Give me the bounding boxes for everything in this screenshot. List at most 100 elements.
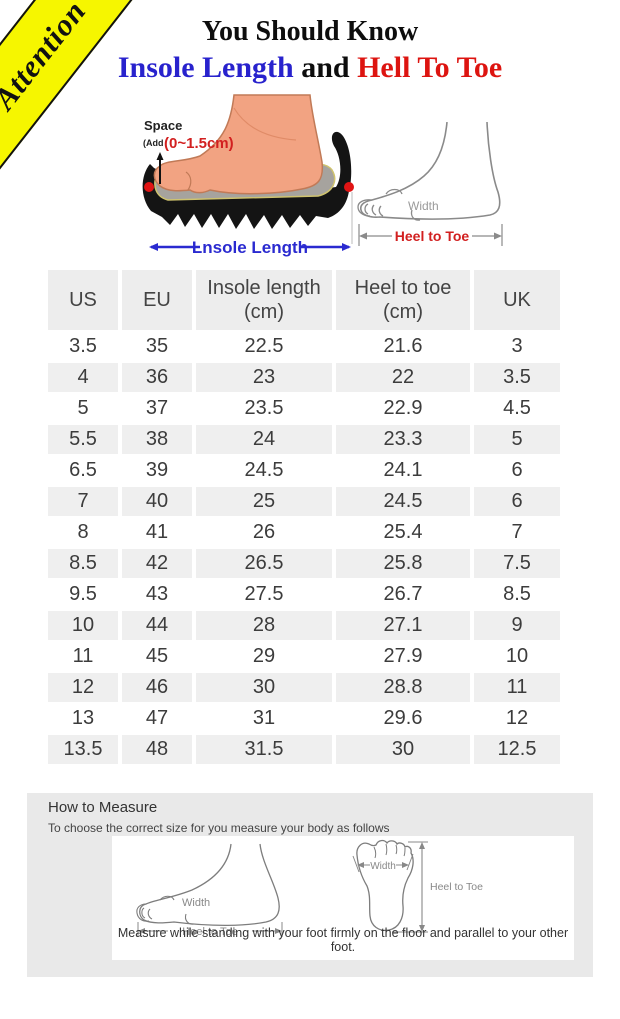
table-cell: 30: [336, 735, 470, 764]
table-cell: 8.5: [48, 549, 118, 578]
table-row: 9.5 43 27.5 26.7 8.5: [48, 580, 560, 609]
table-cell: 7: [511, 521, 523, 543]
table-cell: 23.3: [336, 425, 470, 454]
table-cell: 22: [336, 363, 470, 392]
size-conversion-table: US EU Insole length (cm) Heel to toe (cm) UK…: [44, 268, 564, 766]
foot-ball-line: [410, 209, 421, 221]
table-cell: 38: [122, 425, 192, 454]
table-row: 5 37 23.5 22.9 4.5: [48, 394, 560, 423]
table-row: 4 36 23 22 3.5: [48, 363, 560, 392]
table-cell: 11: [474, 673, 560, 702]
table-cell: 29: [252, 645, 276, 667]
table-cell: 35: [145, 335, 169, 357]
foot-instep-bump: [385, 188, 403, 195]
table-cell: 37: [145, 397, 169, 419]
subtitle-insole-length: Insole Length: [117, 51, 294, 84]
table-cell: 42: [122, 549, 192, 578]
table-cell: 22.5: [244, 335, 284, 357]
column-header: Insole length (cm): [196, 270, 332, 330]
table-cell: 28.8: [336, 673, 470, 702]
table-cell: 10: [48, 611, 118, 640]
subtitle-and: and: [293, 51, 358, 84]
page-title: You Should Know: [201, 16, 419, 47]
table-cell: 45: [145, 645, 169, 667]
table-row: 5.5 38 24 23.3 5: [48, 425, 560, 454]
foot-shape: [153, 94, 324, 195]
table-cell: 5: [474, 425, 560, 454]
measure-side-foot-diagram: Width Heel to Toe: [136, 843, 283, 938]
table-cell: 9: [474, 611, 560, 640]
table-cell: 5: [77, 397, 89, 419]
table-cell: 7: [48, 487, 118, 516]
table-row: 8.5 42 26.5 25.8 7.5: [48, 549, 560, 578]
shoe-insole-diagram: Space (Add (0~1.5cm) Lnsole Length: [142, 94, 354, 257]
table-row: 12 46 30 28.8 11: [48, 673, 560, 702]
side-foot-ball-line: [184, 913, 195, 925]
table-cell: 48: [122, 735, 192, 764]
table-cell: 28: [196, 611, 332, 640]
table-row: 8 41 26 25.4 7: [48, 518, 560, 547]
toe-point-dot: [144, 182, 154, 192]
side-foot-bump: [159, 895, 175, 901]
table-cell: 27.5: [244, 583, 284, 605]
table-cell: 10: [505, 645, 529, 667]
measure-footprint-diagram: Width Heel to Toe: [352, 839, 483, 933]
table-cell: 6: [474, 487, 560, 516]
footprint-outline: [356, 839, 414, 932]
heel-to-toe-label: Heel to Toe: [395, 228, 470, 244]
foot-toes-path: [357, 199, 384, 217]
table-cell: 5.5: [48, 425, 118, 454]
table-row: 13 47 31 29.6 12: [48, 704, 560, 733]
table-cell: 26.5: [196, 549, 332, 578]
table-cell: 24: [196, 425, 332, 454]
table-cell: 3.5: [474, 363, 560, 392]
table-cell: 40: [122, 487, 192, 516]
measure-subtitle: To choose the correct size for you measu…: [48, 821, 390, 835]
column-header: Heel to toe (cm): [336, 270, 470, 330]
table-cell: 46: [122, 673, 192, 702]
table-cell: 47: [145, 707, 169, 729]
subtitle-heel-to-toe: Hell To Toe: [357, 51, 503, 84]
table-cell: 27.1: [336, 611, 470, 640]
footprint-toe-lines: [373, 843, 406, 859]
table-cell: 24.1: [383, 459, 423, 481]
footprint-width-label: Width: [370, 861, 396, 872]
foot-arch-line: [233, 107, 297, 141]
side-heel-label: Heel to Toe: [182, 926, 237, 938]
table-cell: 25.8: [336, 549, 470, 578]
table-cell: 27.9: [383, 645, 423, 667]
space-add-value: (0~1.5cm): [164, 135, 234, 152]
side-foot-toes: [136, 903, 153, 922]
measure-title: How to Measure: [48, 799, 158, 816]
column-header: EU: [122, 270, 192, 330]
table-cell: 36: [122, 363, 192, 392]
side-foot-outline: [139, 843, 280, 927]
table-cell: 39: [145, 459, 169, 481]
foot-toe-line: [185, 171, 192, 191]
insole-length-label: Lnsole Length: [192, 238, 308, 257]
table-cell: 26: [252, 521, 276, 543]
side-width-label: Width: [182, 897, 210, 909]
table-cell: 29.6: [383, 707, 423, 729]
table-cell: 8: [77, 521, 89, 543]
space-add-prefix: (Add: [143, 138, 164, 148]
table-cell: 4: [48, 363, 118, 392]
table-cell: 31.5: [196, 735, 332, 764]
table-cell: 24.5: [336, 487, 470, 516]
table-cell: 13: [71, 707, 95, 729]
table-cell: 44: [122, 611, 192, 640]
table-row: 3.5 35 22.5 21.6 3: [48, 332, 560, 361]
footprint-heel-label: Heel to Toe: [430, 881, 483, 893]
measure-caption: Measure while standing with your foot fi…: [117, 926, 569, 954]
table-cell: 41: [145, 521, 169, 543]
table-cell: 24.5: [244, 459, 284, 481]
foot-outline-path: [359, 122, 501, 220]
foot-outline-diagram: Width Heel to Toe: [357, 122, 503, 246]
table-cell: 12.5: [474, 735, 560, 764]
table-row: 6.5 39 24.5 24.1 6: [48, 456, 560, 485]
table-row: 7 40 25 24.5 6: [48, 487, 560, 516]
table-row: 13.5 48 31.5 30 12.5: [48, 735, 560, 764]
footprint-width-tick-left: [352, 855, 360, 873]
table-row: 10 44 28 27.1 9: [48, 611, 560, 640]
space-label: Space: [144, 118, 182, 133]
